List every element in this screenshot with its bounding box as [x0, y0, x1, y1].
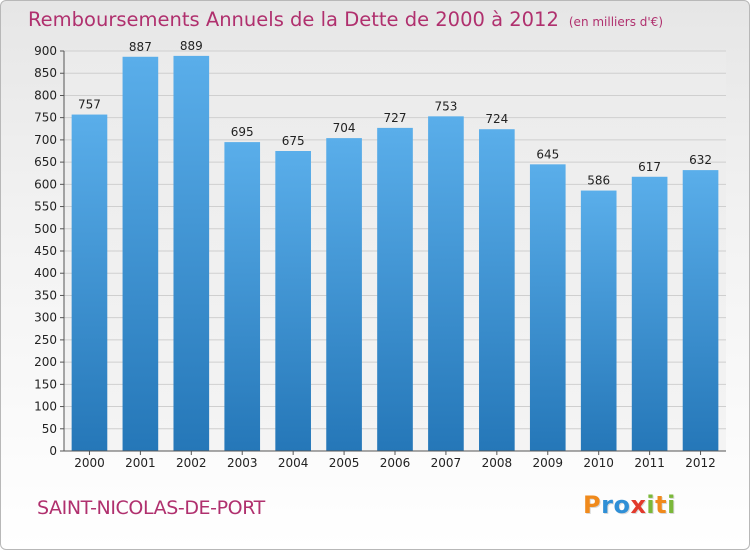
x-tick-label: 2002	[176, 456, 207, 470]
data-label-2003: 695	[231, 125, 254, 139]
chart-unit: (en milliers d'€)	[568, 15, 663, 29]
bar-2011	[631, 176, 668, 451]
x-tick-label: 2005	[329, 456, 360, 470]
x-tick-label: 2001	[125, 456, 156, 470]
bar-2006	[377, 127, 413, 451]
logo-letter: o	[613, 491, 631, 519]
y-tick-label: 550	[34, 200, 57, 214]
x-tick-label: 2008	[482, 456, 513, 470]
logo-letter: x	[630, 491, 647, 519]
y-tick-label: 150	[34, 377, 57, 391]
y-axis: 0 50 100 150 200 250 300 350 400 450 500 550 600 650 7…	[34, 44, 65, 458]
logo-letter: r	[601, 491, 614, 519]
logo-letter: t	[655, 491, 668, 519]
y-tick-label: 400	[34, 266, 57, 280]
y-tick-label: 850	[34, 66, 57, 80]
x-tick-label: 2006	[380, 456, 411, 470]
data-label-2009: 645	[536, 147, 559, 161]
bars	[71, 55, 719, 452]
x-tick-label: 2003	[227, 456, 258, 470]
x-axis: 2000 2001 2002 2003 2004 2005 2006 2007 2008 2009…	[64, 450, 726, 470]
y-tick-label: 100	[34, 400, 57, 414]
data-label-2012: 632	[689, 153, 712, 167]
bar-2010	[580, 190, 617, 452]
y-tick-label: 800	[34, 88, 57, 102]
x-tick-label: 2010	[583, 456, 614, 470]
proxiti-logo[interactable]: Proxiti	[583, 491, 676, 519]
logo-letter: P	[583, 491, 602, 519]
x-tick-label: 2004	[278, 456, 309, 470]
y-tick-label: 200	[34, 355, 57, 369]
data-label-2004: 675	[282, 134, 305, 148]
chart-title: Remboursements Annuels de la Dette de 20…	[28, 8, 663, 31]
bar-2000	[71, 114, 108, 452]
x-tick-label: 2007	[431, 456, 462, 470]
bar-2005	[326, 138, 362, 451]
bar-2007	[428, 116, 464, 451]
y-tick-label: 50	[42, 422, 57, 436]
bar-2002	[173, 55, 210, 452]
bar-2001	[122, 56, 159, 452]
x-tick-label: 2000	[74, 456, 105, 470]
bar-2012	[682, 170, 719, 451]
x-tick-label: 2012	[685, 456, 716, 470]
data-label-2010: 586	[587, 174, 610, 188]
y-tick-label: 300	[34, 311, 57, 325]
x-tick-label: 2011	[634, 456, 665, 470]
data-label-2002: 889	[180, 39, 203, 53]
data-labels: 757 887 889 695 675 704 727 753 724 645 586 617 632	[78, 39, 712, 188]
bar-2008	[479, 129, 515, 451]
data-label-2005: 704	[333, 121, 356, 135]
data-label-2001: 887	[129, 40, 152, 54]
x-tick-label: 2009	[532, 456, 563, 470]
y-tick-label: 900	[34, 44, 57, 58]
logo-letter: i	[667, 491, 676, 519]
y-tick-label: 250	[34, 333, 57, 347]
bar-2003	[224, 142, 261, 451]
bar-2009	[529, 164, 566, 452]
data-label-2006: 727	[384, 111, 407, 125]
y-tick-label: 350	[34, 288, 57, 302]
data-label-2011: 617	[638, 160, 661, 174]
y-tick-label: 650	[34, 155, 57, 169]
data-label-2000: 757	[78, 98, 101, 112]
town-name: SAINT-NICOLAS-DE-PORT	[37, 497, 265, 519]
bar-2004	[275, 151, 311, 451]
y-tick-label: 450	[34, 244, 57, 258]
y-tick-label: 600	[34, 177, 57, 191]
chart-title-text: Remboursements Annuels de la Dette de 20…	[28, 8, 559, 31]
data-label-2008: 724	[485, 112, 508, 126]
logo-letter: i	[646, 491, 656, 519]
y-tick-label: 500	[34, 222, 57, 236]
data-label-2007: 753	[434, 99, 457, 113]
y-tick-label: 0	[49, 444, 57, 458]
y-tick-label: 700	[34, 133, 57, 147]
y-tick-label: 750	[34, 111, 57, 125]
